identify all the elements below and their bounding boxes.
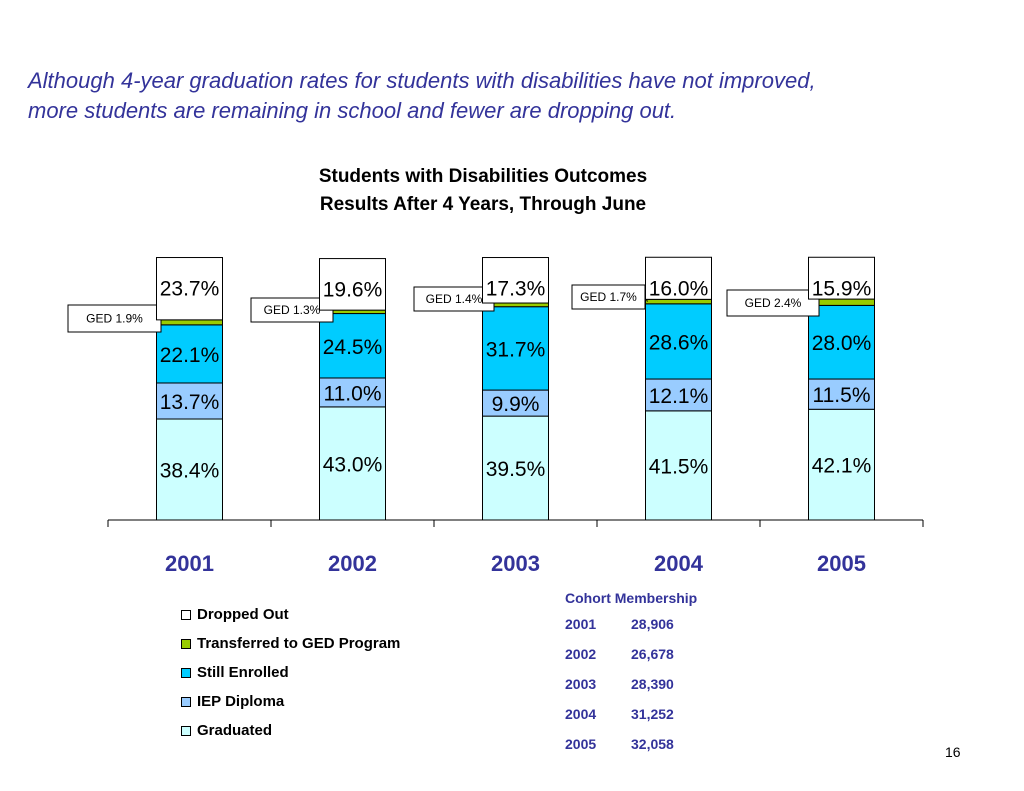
cohort-rows: 2001 28,906 2002 26,678 2003 28,390 2004 31,252…	[565, 609, 697, 759]
bar-graduated-2002	[319, 406, 386, 521]
data-label-iep-diploma-2005: 11.5%	[813, 384, 871, 407]
bar-graduated-2004	[645, 410, 712, 521]
cohort-row: 2001 28,906	[565, 609, 697, 639]
bar-dropped-out-2004	[645, 256, 712, 300]
legend-swatch	[181, 696, 191, 707]
x-tick-label-2005: 2005	[817, 551, 866, 576]
ged-callout-box-2003	[413, 286, 495, 312]
legend-label: Dropped Out	[197, 606, 289, 623]
headline-line-1: Although 4-year graduation rates for stu…	[28, 68, 816, 93]
data-label-graduated-2003: 39.5%	[486, 458, 546, 481]
data-label-dropped-out-2001: 23.7%	[160, 278, 220, 301]
bar-dropped-out-2003	[482, 257, 549, 304]
cohort-title: Cohort Membership	[565, 590, 698, 606]
ged-label-2003: GED 1.4%	[426, 292, 483, 306]
legend-item-dropped-out: Dropped Out	[181, 600, 400, 629]
chart-title: Students with Disabilities Outcomes Resu…	[0, 163, 966, 219]
legend: Dropped Out Transferred to GED Program Sti…	[181, 600, 400, 745]
x-tick-label-2002: 2002	[328, 551, 377, 576]
data-label-iep-diploma-2002: 11.0%	[324, 382, 382, 405]
data-label-graduated-2004: 41.5%	[649, 455, 709, 478]
data-label-still-enrolled-2005: 28.0%	[812, 332, 872, 355]
legend-swatch	[181, 667, 191, 678]
bar-still-enrolled-2003	[482, 306, 549, 391]
cohort-year: 2003	[565, 676, 597, 692]
x-tick-label-2001: 2001	[165, 551, 214, 576]
ged-label-2001: GED 1.9%	[86, 312, 143, 326]
data-label-graduated-2002: 43.0%	[323, 453, 383, 476]
ged-label-2005: GED 2.4%	[745, 296, 802, 310]
bar-dropped-out-2002	[319, 258, 386, 311]
data-label-graduated-2005: 42.1%	[812, 455, 872, 478]
data-label-iep-diploma-2004: 12.1%	[649, 385, 709, 408]
data-label-dropped-out-2002: 19.6%	[323, 279, 383, 302]
data-label-still-enrolled-2003: 31.7%	[486, 338, 546, 361]
legend-label: Transferred to GED Program	[197, 635, 401, 652]
bar-dropped-out-2005	[808, 256, 875, 300]
legend-item-transferred-to-ged-program: Transferred to GED Program	[181, 629, 400, 658]
cohort-year: 2005	[565, 736, 597, 752]
cohort-year: 2001	[565, 616, 597, 632]
cohort-row: 2002 26,678	[565, 639, 697, 669]
data-label-dropped-out-2005: 15.9%	[812, 277, 872, 300]
chart-title-line-2: Results After 4 Years, Through June	[319, 194, 647, 215]
cohort-count: 26,678	[631, 646, 674, 662]
cohort-row: 2005 32,058	[565, 729, 697, 759]
x-tick-label-2004: 2004	[654, 551, 704, 576]
cohort-year: 2002	[565, 646, 597, 662]
x-tick-label-2003: 2003	[491, 551, 540, 576]
cohort-row: 2003 28,390	[565, 669, 697, 699]
data-label-still-enrolled-2004: 28.6%	[649, 331, 709, 354]
legend-label: Graduated	[197, 722, 273, 739]
chart-title-line-1: Students with Disabilities Outcomes	[318, 166, 648, 187]
bar-graduated-2005	[808, 408, 875, 521]
ged-callout-box-2004	[571, 284, 646, 310]
data-label-iep-diploma-2001: 13.7%	[160, 391, 220, 414]
legend-item-iep-diploma: IEP Diploma	[181, 687, 400, 716]
bar-iep-diploma-2003	[482, 389, 549, 417]
data-label-iep-diploma-2003: 9.9%	[492, 393, 540, 416]
ged-callout-box-2001	[67, 304, 162, 333]
stacked-bar-chart: 38.4% 13.7% 22.1% GED 1.9% 23.7% 2001 43.0% 11.…	[67, 256, 924, 576]
legend-swatch	[181, 638, 191, 649]
legend-label: Still Enrolled	[197, 664, 289, 681]
legend-swatch	[181, 725, 191, 736]
bar-still-enrolled-2004	[645, 303, 712, 380]
data-label-still-enrolled-2001: 22.1%	[160, 344, 220, 367]
ged-label-2004: GED 1.7%	[580, 290, 637, 304]
page-number: 16	[945, 744, 961, 760]
headline: Although 4-year graduation rates for stu…	[28, 66, 1008, 126]
legend-label: IEP Diploma	[197, 693, 285, 710]
cohort-count: 28,390	[631, 676, 674, 692]
cohort-count: 28,906	[631, 616, 674, 632]
cohort-year: 2004	[565, 706, 597, 722]
bar-still-enrolled-2005	[808, 304, 875, 380]
headline-line-2: more students are remaining in school an…	[28, 98, 677, 123]
legend-item-graduated: Graduated	[181, 716, 400, 745]
data-label-still-enrolled-2002: 24.5%	[323, 336, 383, 359]
data-label-dropped-out-2004: 16.0%	[649, 277, 709, 300]
ged-callout-box-2005	[726, 289, 820, 317]
cohort-row: 2004 31,252	[565, 699, 697, 729]
cohort-membership-table: Cohort Membership 2001 28,906 2002 26,678 20…	[565, 587, 697, 759]
bar-dropped-out-2001	[156, 257, 223, 321]
bar-still-enrolled-2002	[319, 313, 386, 379]
bar-transferred-to-ged-program-2001	[156, 319, 223, 326]
cohort-count: 32,058	[631, 736, 674, 752]
legend-item-still-enrolled: Still Enrolled	[181, 658, 400, 687]
ged-label-2002: GED 1.3%	[264, 303, 321, 317]
bar-iep-diploma-2002	[319, 377, 386, 408]
data-label-graduated-2001: 38.4%	[160, 460, 220, 483]
data-label-dropped-out-2003: 17.3%	[486, 278, 546, 301]
cohort-count: 31,252	[631, 706, 674, 722]
bar-iep-diploma-2005	[808, 378, 875, 410]
legend-swatch	[181, 609, 191, 620]
